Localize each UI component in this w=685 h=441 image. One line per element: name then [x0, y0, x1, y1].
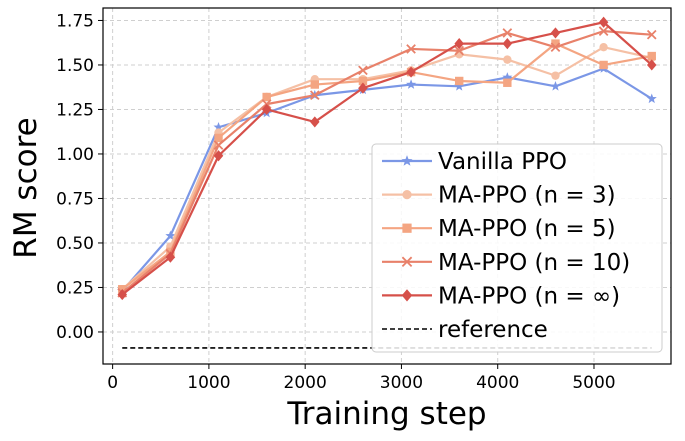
data-point-ma-ppo-n-10: [550, 42, 561, 52]
series-line-ma-ppo-n-3: [121, 46, 652, 291]
series-line-vanilla-ppo: [121, 67, 653, 292]
data-point-ma-ppo-n-10: [213, 140, 224, 150]
data-point-vanilla-ppo: [165, 230, 176, 241]
data-point-ma-ppo-n-inf: [213, 150, 224, 162]
legend-label-ma-ppo-n-3: MA-PPO (n = 3): [438, 183, 616, 209]
data-point-ma-ppo-n-inf: [646, 59, 657, 71]
data-point-ma-ppo-n-inf: [310, 116, 320, 128]
legend-marker-ma-ppo-n-3: [402, 189, 412, 200]
axis-ticks: 0 1000 2000 3000 4000 5000 0.00 0.25 0.50 0.75 1.0…: [56, 11, 615, 393]
x-axis-label: Training step: [286, 396, 486, 432]
y-axis-label: RM score: [8, 117, 44, 258]
data-point-vanilla-ppo: [550, 81, 561, 91]
y-tick-label: 1.00: [56, 145, 94, 165]
x-tick-label: 4000: [476, 373, 519, 393]
y-tick-label: 1.50: [56, 56, 94, 76]
y-tick-label: 1.25: [56, 100, 94, 120]
data-point-ma-ppo-n-10: [646, 29, 657, 40]
data-point-ma-ppo-n-inf: [598, 16, 609, 28]
y-tick-label: 0.25: [56, 278, 94, 298]
series-line-ma-ppo-n-5: [121, 42, 652, 291]
y-tick-label: 0.00: [56, 323, 94, 343]
data-point-vanilla-ppo: [502, 72, 513, 82]
y-tick-label: 1.75: [56, 11, 94, 31]
y-tick-label: 0.50: [56, 234, 94, 254]
data-point-ma-ppo-n-10: [406, 44, 416, 54]
data-point-ma-ppo-n-10: [454, 45, 465, 56]
data-point-ma-ppo-n-inf: [117, 288, 128, 301]
data-point-ma-ppo-n-inf: [261, 103, 272, 116]
data-point-ma-ppo-n-10: [358, 65, 368, 76]
data-point-ma-ppo-n-5: [599, 60, 608, 70]
legend-label-reference: reference: [438, 317, 548, 343]
data-point-vanilla-ppo: [406, 79, 417, 89]
legend-label-ma-ppo-n-10: MA-PPO (n = 10): [438, 250, 630, 276]
x-tick-label: 0: [107, 373, 118, 393]
x-tick-label: 5000: [572, 373, 615, 393]
data-point-ma-ppo-n-5: [647, 51, 656, 61]
plot-frame: [102, 7, 672, 365]
data-point-ma-ppo-n-3: [503, 55, 512, 64]
legend-label-ma-ppo-n-5: MA-PPO (n = 5): [438, 216, 616, 242]
data-point-ma-ppo-n-5: [262, 92, 271, 102]
series-line-ma-ppo-n-inf: [121, 21, 653, 296]
data-point-ma-ppo-n-5: [503, 78, 512, 87]
data-point-ma-ppo-n-5: [551, 39, 560, 48]
legend-marker-vanilla-ppo: [401, 155, 413, 166]
data-point-ma-ppo-n-5: [455, 76, 464, 86]
series-layer: [117, 16, 657, 301]
data-point-vanilla-ppo: [454, 81, 465, 91]
legend-label-ma-ppo-n-inf: MA-PPO (n = ∞): [438, 283, 620, 309]
legend-marker-ma-ppo-n-5: [402, 223, 412, 233]
x-tick-label: 3000: [380, 373, 423, 393]
x-tick-label: 1000: [187, 373, 230, 393]
data-point-vanilla-ppo: [646, 93, 657, 104]
data-point-ma-ppo-n-5: [358, 76, 368, 86]
data-point-vanilla-ppo: [213, 121, 224, 132]
y-tick-label: 0.75: [56, 189, 94, 209]
series-ma-ppo-n-inf: [117, 16, 657, 301]
legend-marker-ma-ppo-n-inf: [401, 289, 413, 302]
data-point-ma-ppo-n-inf: [502, 38, 513, 50]
data-point-ma-ppo-n-3: [551, 71, 560, 80]
data-point-ma-ppo-n-inf: [165, 251, 176, 263]
legend: Vanilla PPO MA-PPO (n = 3) MA-PPO (n = 5) M…: [371, 143, 663, 353]
legend-marker-ma-ppo-n-10: [401, 256, 413, 268]
data-point-ma-ppo-n-inf: [550, 27, 561, 39]
data-point-ma-ppo-n-inf: [454, 38, 464, 50]
legend-label-vanilla-ppo: Vanilla PPO: [438, 149, 567, 175]
data-point-ma-ppo-n-5: [214, 133, 223, 143]
data-point-ma-ppo-n-10: [598, 26, 609, 36]
data-point-ma-ppo-n-10: [309, 90, 320, 101]
x-tick-label: 2000: [284, 373, 327, 393]
series-line-ma-ppo-n-10: [121, 30, 652, 294]
data-point-ma-ppo-n-5: [310, 80, 319, 89]
data-point-ma-ppo-n-10: [502, 28, 513, 38]
legend-box: [371, 143, 663, 353]
data-point-ma-ppo-n-inf: [358, 82, 368, 94]
data-point-ma-ppo-n-inf: [406, 66, 416, 78]
data-point-ma-ppo-n-3: [599, 42, 608, 52]
